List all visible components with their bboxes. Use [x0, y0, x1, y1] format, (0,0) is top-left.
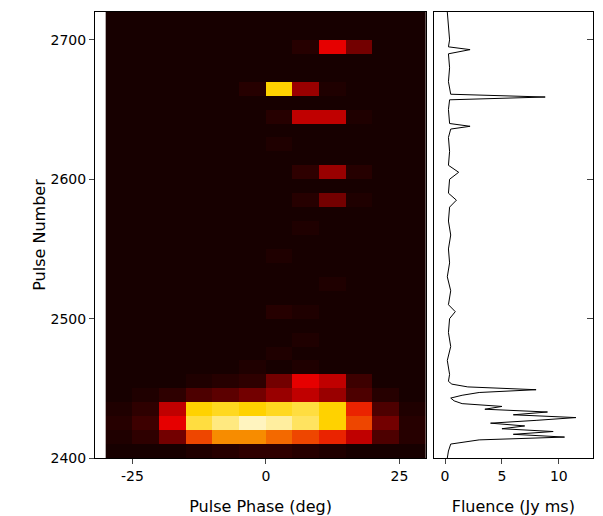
svg-text:Fluence (Jy ms): Fluence (Jy ms): [452, 497, 575, 516]
svg-text:25: 25: [391, 468, 409, 484]
svg-text:0: 0: [441, 468, 450, 484]
svg-text:2600: 2600: [51, 171, 87, 187]
svg-text:Pulse Phase (deg): Pulse Phase (deg): [189, 497, 332, 516]
svg-text:5: 5: [497, 468, 506, 484]
svg-text:0: 0: [261, 468, 270, 484]
svg-text:2700: 2700: [51, 32, 87, 48]
svg-text:2500: 2500: [51, 311, 87, 327]
svg-text:10: 10: [550, 468, 568, 484]
svg-text:Pulse Number: Pulse Number: [30, 179, 49, 291]
svg-text:2400: 2400: [51, 450, 87, 466]
svg-text:-25: -25: [121, 468, 144, 484]
